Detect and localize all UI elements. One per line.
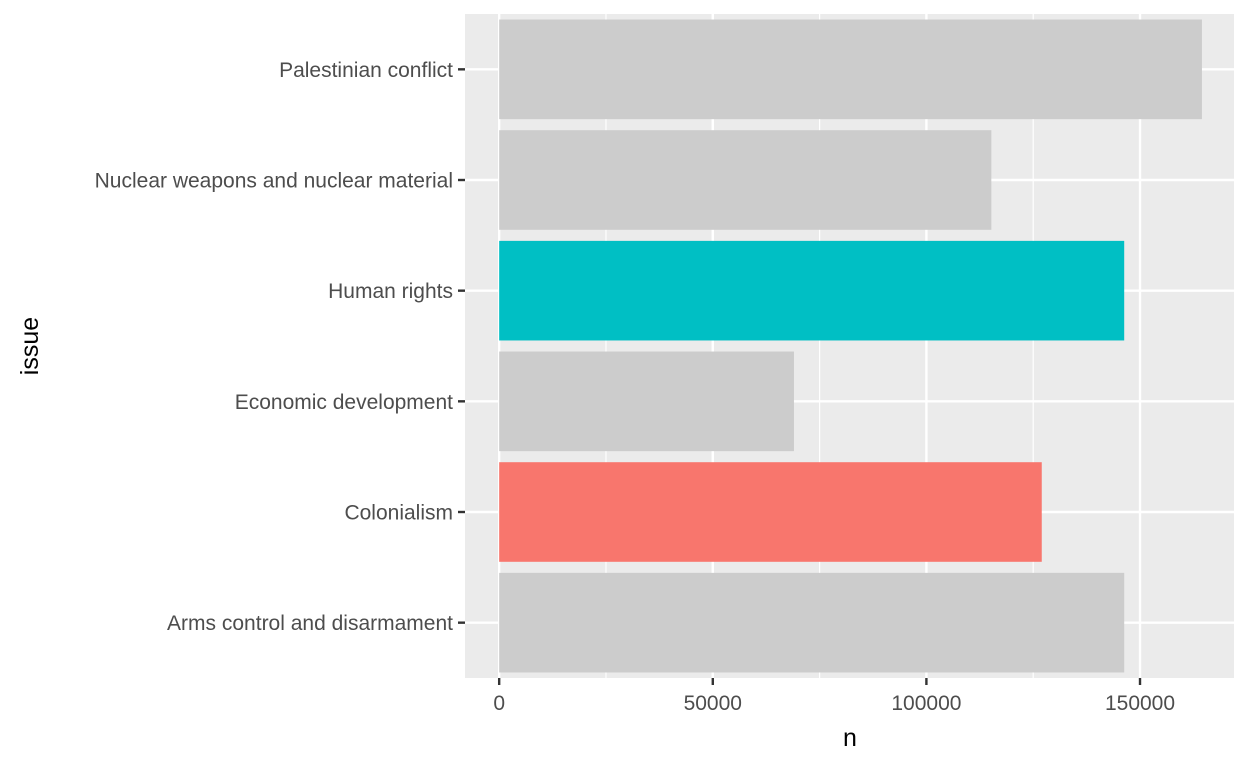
bar bbox=[499, 462, 1042, 562]
plot-panel bbox=[465, 14, 1234, 678]
x-tick-label: 0 bbox=[493, 692, 505, 715]
x-tick-label: 100000 bbox=[891, 692, 961, 715]
bars bbox=[499, 19, 1202, 673]
minor-gridlines bbox=[605, 14, 1034, 678]
x-tick-label: 50000 bbox=[684, 692, 742, 715]
y-axis-title: issue bbox=[16, 317, 44, 375]
bar bbox=[499, 572, 1125, 673]
x-tick-label: 150000 bbox=[1105, 692, 1175, 715]
y-tick-label: Palestinian conflict bbox=[279, 59, 453, 82]
bar bbox=[499, 351, 794, 452]
y-axis: Palestinian conflict Nuclear weapons and … bbox=[95, 59, 465, 635]
y-tick-label: Nuclear weapons and nuclear material bbox=[95, 170, 453, 193]
y-tick-label: Arms control and disarmament bbox=[167, 612, 453, 635]
bar bbox=[499, 240, 1125, 341]
x-axis-title: n bbox=[843, 724, 857, 752]
y-tick-label: Economic development bbox=[235, 391, 453, 414]
x-axis: 0 50000 100000 150000 bbox=[493, 678, 1175, 715]
bar bbox=[499, 130, 992, 230]
y-tick-label: Colonialism bbox=[344, 502, 453, 525]
y-tick-label: Human rights bbox=[328, 280, 453, 303]
bar bbox=[499, 19, 1202, 120]
